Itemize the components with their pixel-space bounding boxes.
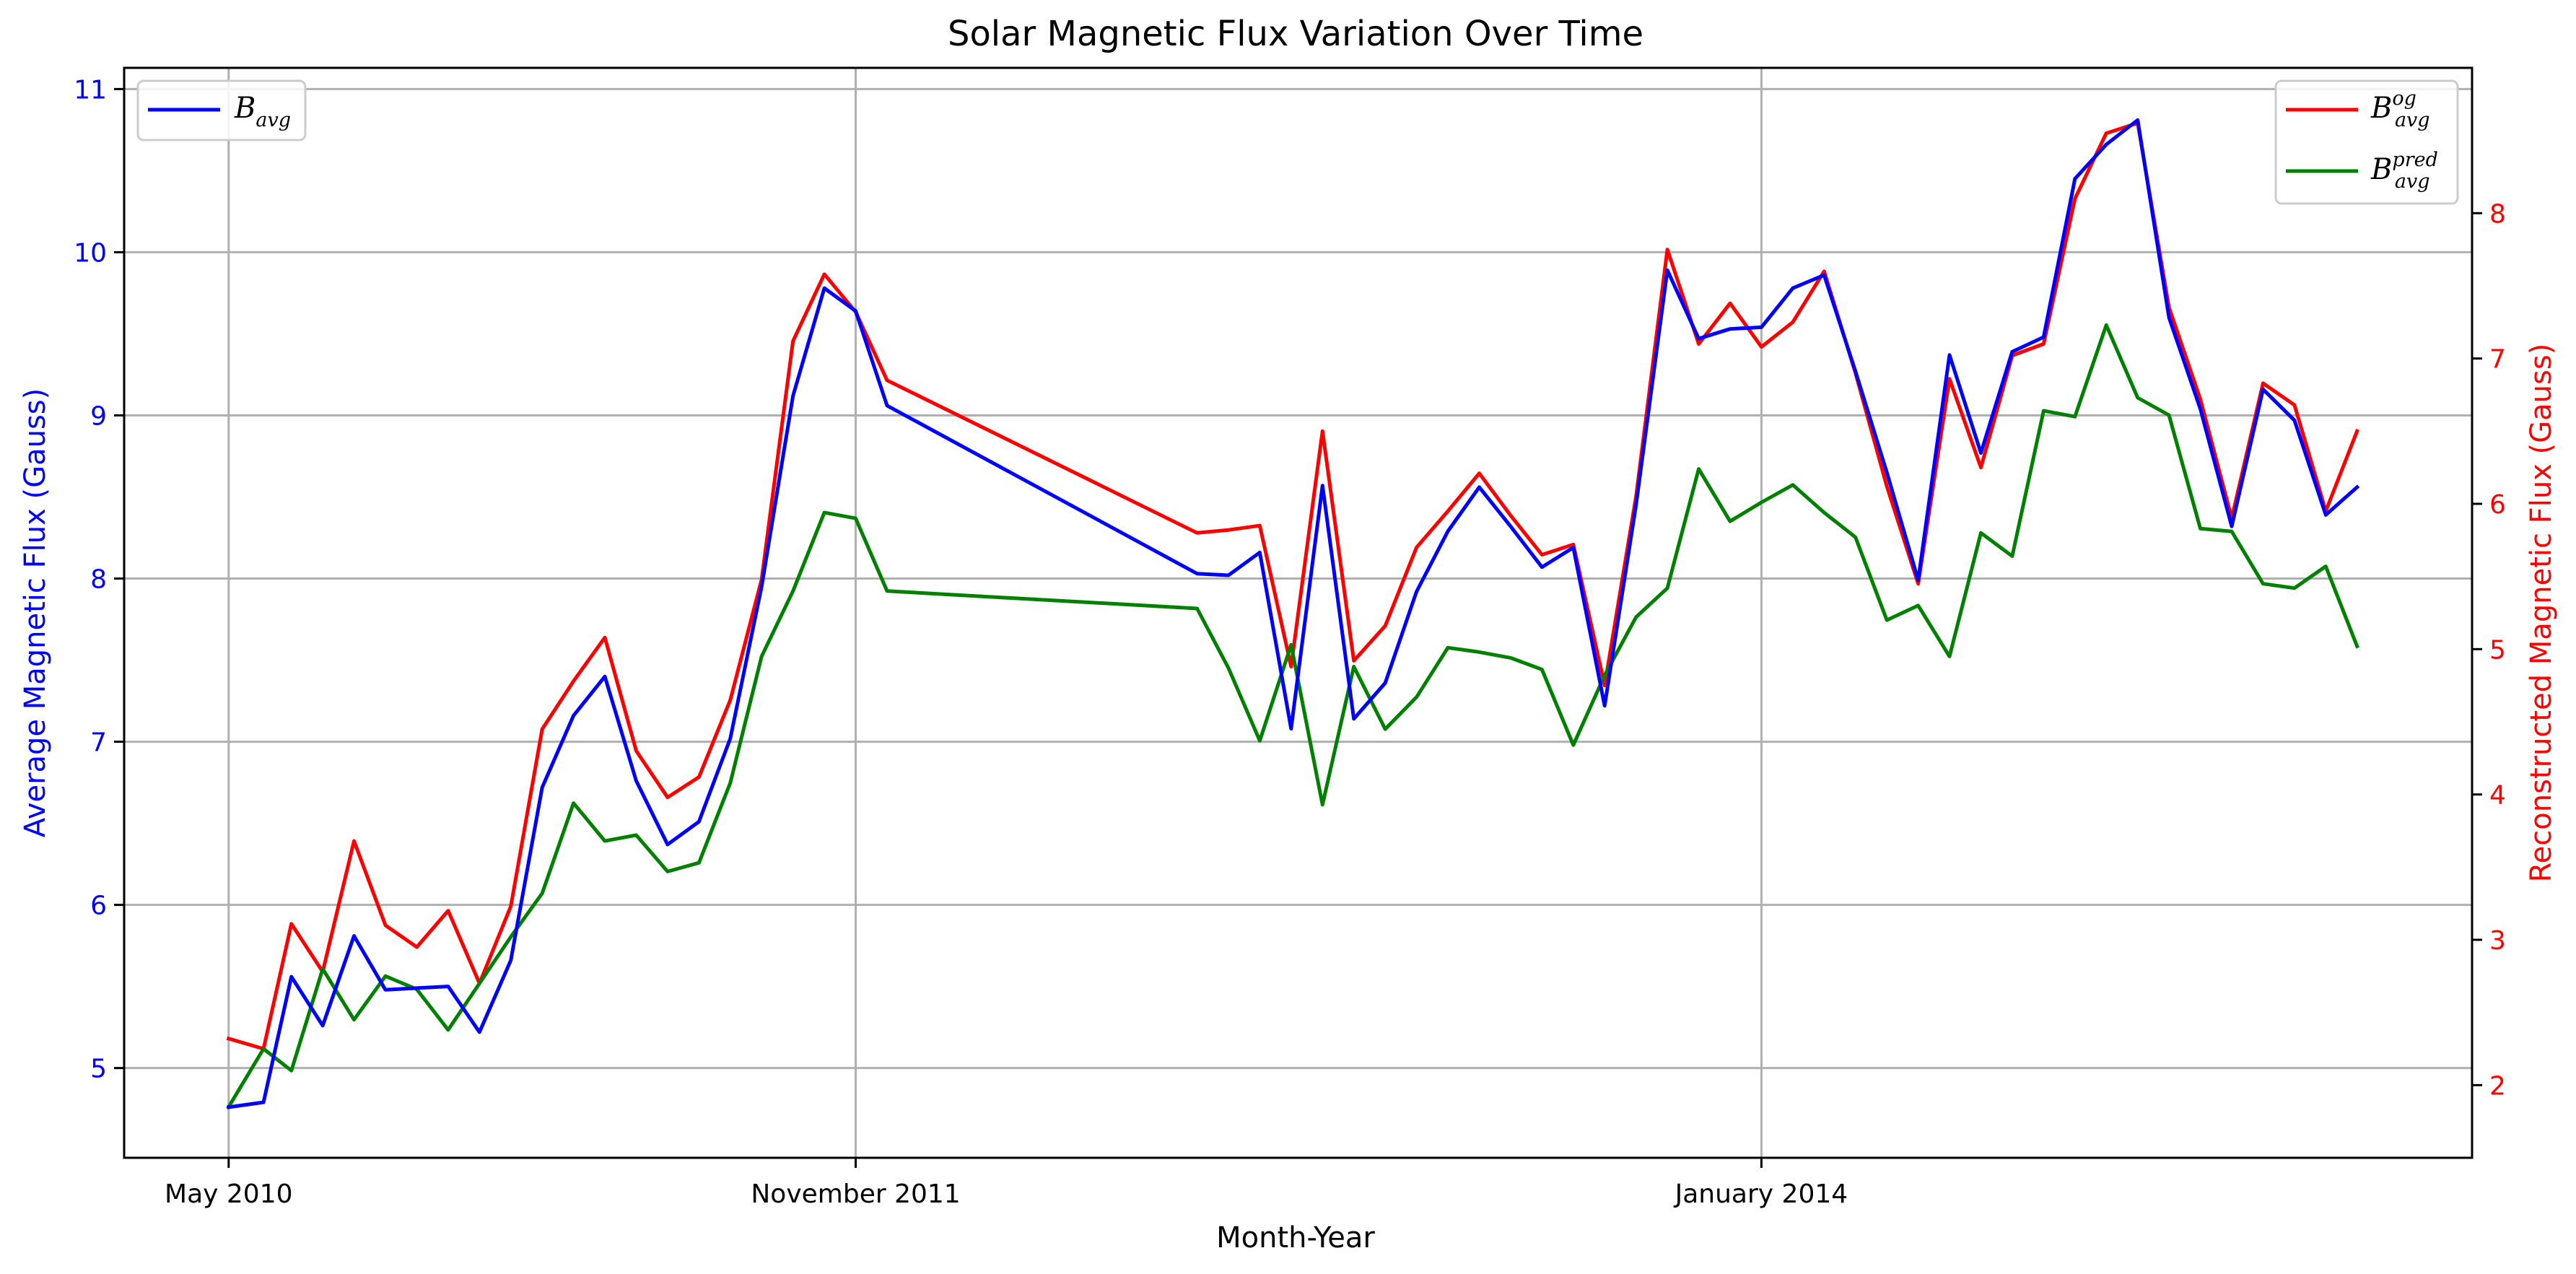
legend-label-2: Bpred avg — [2370, 149, 2438, 193]
y-left-tick-label: 8 — [90, 565, 107, 595]
y-left-tick-label: 6 — [90, 891, 107, 921]
x-tick-label: November 2011 — [751, 1179, 960, 1209]
y-right-tick-label: 4 — [2489, 781, 2506, 811]
y-right-tick-label: 3 — [2489, 926, 2506, 956]
legend-label-base: B — [2370, 92, 2392, 125]
legend-label-sup: og — [2392, 87, 2416, 110]
y-left-tick-label: 10 — [74, 238, 107, 268]
legend-label-1: Bog avg — [2370, 87, 2430, 131]
plot-frame — [123, 66, 2474, 1159]
legend-label-0: Bavg — [234, 92, 291, 131]
legend-label-sub: avg — [2395, 170, 2430, 193]
y-left-tick-label: 5 — [90, 1055, 107, 1084]
chart-title: Solar Magnetic Flux Variation Over Time — [948, 14, 1643, 54]
y-left-tick-label: 9 — [90, 401, 107, 431]
y-right-tick-label: 6 — [2489, 490, 2506, 520]
y-right-tick-label: 7 — [2489, 345, 2506, 375]
legend-label-sup: pred — [2392, 149, 2437, 171]
legend-label-sub: avg — [256, 109, 291, 131]
x-axis: May 2010 November 2011 January 2014 — [165, 1158, 1848, 1209]
legend-left: Bavg — [136, 79, 307, 141]
series-layer — [226, 118, 2360, 1109]
y-axis-left: 5 6 7 8 9 10 11 — [74, 75, 124, 1084]
y-right-tick-label: 2 — [2489, 1071, 2506, 1101]
x-tick-label: January 2014 — [1674, 1179, 1848, 1209]
y-left-tick-label: 7 — [90, 728, 107, 758]
y-axis-right-label: Reconstructed Magnetic Flux (Gauss) — [2525, 344, 2558, 883]
y-left-tick-label: 11 — [74, 75, 107, 105]
y-right-tick-label: 8 — [2489, 199, 2506, 229]
y-axis-left-label: Average Magnetic Flux (Gauss) — [19, 388, 52, 837]
x-tick-label: May 2010 — [165, 1179, 293, 1209]
y-axis-right: 2 3 4 5 6 7 8 — [2472, 199, 2506, 1101]
legend-label-sub: avg — [2395, 109, 2430, 131]
legend-label-base: B — [2370, 153, 2392, 186]
grid — [124, 68, 2472, 1158]
series-line-2 — [226, 323, 2359, 1109]
legend-label-base: B — [234, 92, 256, 125]
legend-left-box — [136, 79, 307, 141]
x-axis-label: Month-Year — [1216, 1221, 1375, 1255]
y-right-tick-label: 5 — [2489, 635, 2506, 665]
series-line-0 — [226, 118, 2360, 1109]
series-line-1 — [226, 121, 2359, 1051]
legend-right-box — [2274, 79, 2459, 205]
